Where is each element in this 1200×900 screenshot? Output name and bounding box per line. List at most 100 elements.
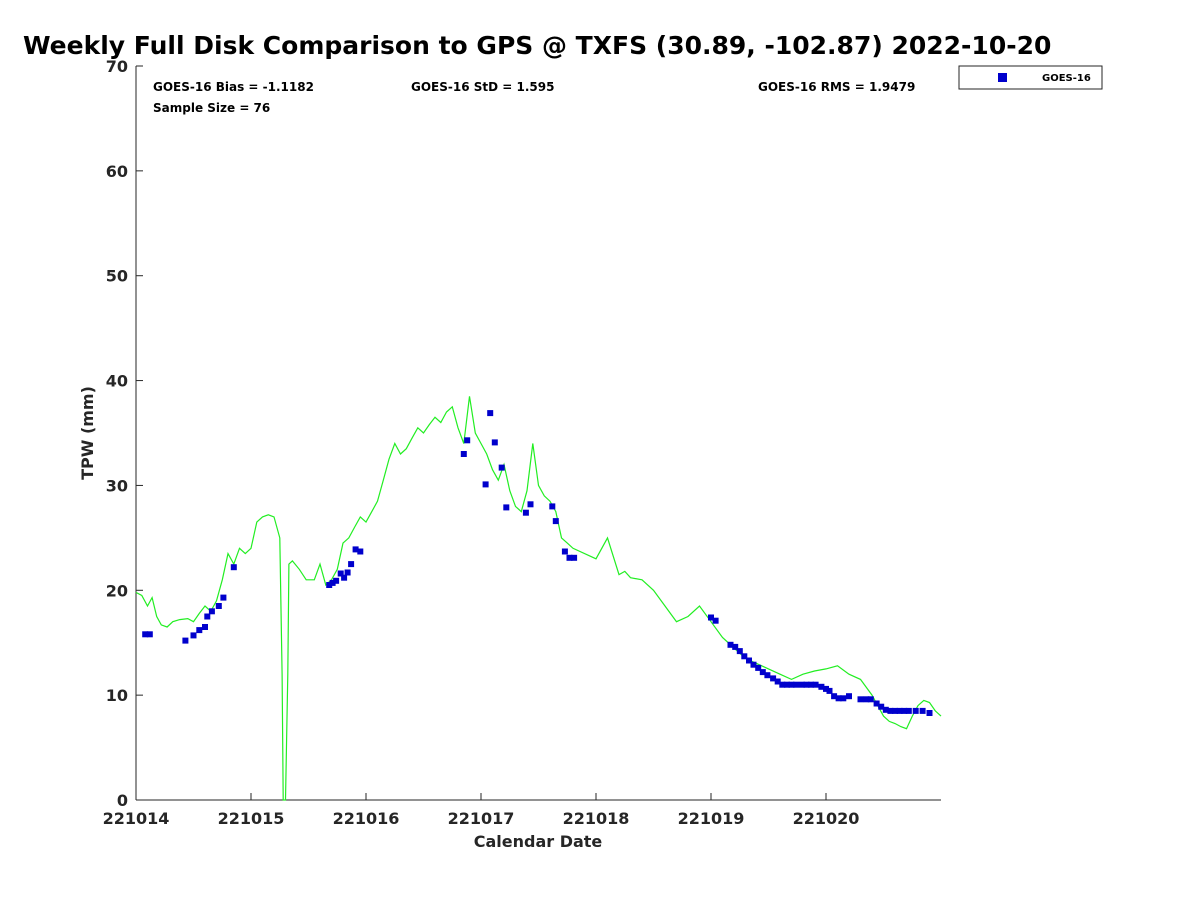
goes16-point [764, 672, 771, 679]
goes16-point [755, 664, 762, 671]
goes16-point [882, 706, 889, 713]
goes16-point [464, 437, 471, 444]
goes16-point-series [142, 410, 933, 716]
y-axis-label: TPW (mm) [78, 386, 97, 480]
goes16-point [491, 439, 498, 446]
x-tick-label: 221018 [563, 809, 630, 828]
y-tick-label: 70 [106, 57, 128, 76]
goes16-point [482, 481, 489, 488]
x-axis-label: Calendar Date [474, 832, 603, 851]
goes16-point [522, 509, 529, 516]
goes16-point [566, 554, 573, 561]
legend-box [958, 65, 1103, 90]
x-tick-label: 221019 [678, 809, 745, 828]
chart-title: Weekly Full Disk Comparison to GPS @ TXF… [23, 31, 1051, 60]
goes16-point [142, 631, 149, 638]
goes16-point [759, 669, 766, 676]
goes16-point [230, 564, 237, 571]
x-ticks: 221014 221015 221016 221017 221018 221019 2210… [103, 793, 859, 828]
goes16-point [835, 695, 842, 702]
goes16-point [337, 570, 344, 577]
plot-area: 0 10 20 30 40 50 60 70 221014 221015 221016 221017… [103, 57, 942, 828]
x-tick-label: 221014 [103, 809, 170, 828]
stat-rms: GOES-16 RMS = 1.9479 [758, 80, 915, 94]
goes16-point [863, 696, 870, 703]
goes16-point [341, 574, 348, 581]
goes16-point [774, 678, 781, 685]
goes16-point [840, 695, 847, 702]
goes16-point [896, 707, 903, 714]
y-tick-label: 40 [106, 372, 128, 391]
plot-background [136, 66, 941, 800]
legend: GOES-16 [958, 65, 1103, 90]
x-tick-label: 221017 [448, 809, 515, 828]
goes16-point [905, 707, 912, 714]
goes16-point [926, 710, 933, 716]
goes16-point [487, 410, 494, 417]
goes16-point [357, 548, 364, 555]
goes16-point [498, 464, 505, 471]
gps-tpw-line [135, 396, 942, 801]
goes16-point [887, 707, 894, 714]
goes16-point [571, 554, 578, 561]
y-ticks: 0 10 20 30 40 50 60 70 [106, 57, 143, 810]
y-tick-label: 20 [106, 581, 128, 600]
goes16-point [823, 685, 829, 692]
legend-marker-goes16 [998, 73, 1007, 82]
goes16-point [741, 653, 748, 660]
goes16-point [208, 608, 215, 615]
goes16-point [803, 681, 810, 688]
y-tick-label: 50 [106, 267, 128, 286]
goes16-point [460, 451, 467, 457]
goes16-point [857, 696, 864, 703]
goes16-point [215, 603, 222, 609]
goes16-point [867, 696, 874, 703]
goes16-point [873, 700, 880, 707]
x-tick-label: 221015 [218, 809, 285, 828]
goes16-point [326, 582, 333, 588]
goes16-point [352, 546, 359, 553]
goes16-point [527, 501, 534, 508]
goes16-point [732, 643, 739, 650]
goes16-point [736, 648, 743, 655]
goes16-point [808, 681, 815, 688]
goes16-point [770, 675, 777, 682]
goes16-point [204, 613, 211, 620]
goes16-point [727, 641, 734, 648]
goes16-point [712, 617, 719, 624]
y-tick-label: 0 [117, 791, 128, 810]
goes16-point [812, 681, 819, 688]
goes16-point [220, 594, 227, 601]
goes16-point [708, 614, 714, 621]
goes16-point [561, 548, 568, 555]
goes16-point [333, 577, 340, 584]
stat-bias: GOES-16 Bias = -1.1182 [153, 80, 314, 94]
goes16-point [348, 561, 355, 568]
goes16-point [196, 627, 203, 634]
goes16-point [329, 579, 336, 586]
goes16-point [750, 661, 757, 668]
goes16-point [892, 707, 898, 714]
gps-line-series [135, 396, 942, 801]
goes16-point [912, 707, 919, 714]
goes16-point [202, 624, 208, 630]
goes16-point [503, 504, 510, 511]
goes16-point [831, 693, 838, 700]
goes16-point [552, 518, 559, 525]
stat-std: GOES-16 StD = 1.595 [411, 80, 554, 94]
stat-sample-size: Sample Size = 76 [153, 101, 270, 115]
goes16-point [818, 683, 825, 690]
goes16-point [919, 707, 926, 714]
goes16-point [146, 631, 153, 638]
goes16-point [901, 707, 908, 714]
goes16-point [798, 681, 805, 688]
goes16-point [190, 632, 197, 639]
goes16-point [846, 693, 852, 700]
y-tick-label: 10 [106, 686, 128, 705]
goes16-point [793, 681, 800, 688]
goes16-point [746, 657, 752, 664]
goes16-point [182, 637, 189, 644]
x-tick-label: 221016 [333, 809, 400, 828]
goes16-point [344, 569, 351, 576]
